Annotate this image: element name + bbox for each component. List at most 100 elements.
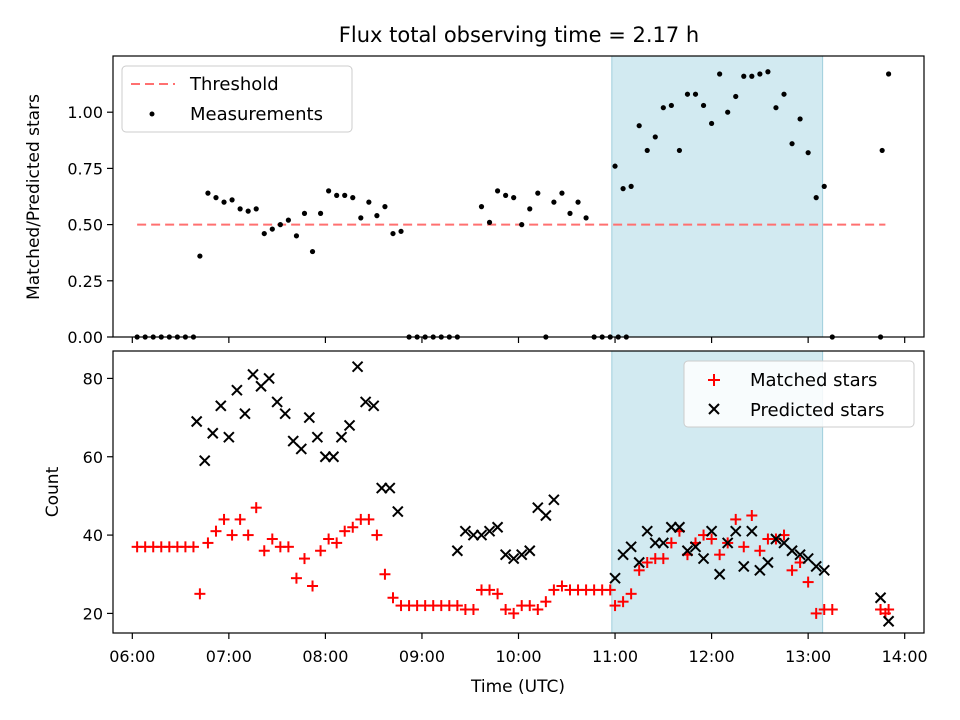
measurement-point (765, 69, 771, 75)
measurement-point (551, 199, 557, 205)
bottom-legend: Matched stars Predicted stars (683, 360, 915, 428)
matched-star-point (810, 607, 822, 619)
top-legend-box (121, 65, 353, 133)
predicted-star-point (483, 525, 496, 537)
y-tick-label: 0.25 (67, 272, 103, 291)
measurement-point (535, 190, 541, 196)
matched-star-point (331, 537, 343, 549)
predicted-star-stroke (746, 525, 758, 537)
predicted-star-point (697, 552, 710, 565)
top-x-ticks (131, 337, 906, 343)
matched-star-point (226, 529, 238, 541)
matched-star-point (347, 521, 359, 533)
predicted-star-point (231, 384, 243, 396)
measurement-point (253, 206, 259, 212)
measurement-point (583, 215, 589, 221)
x-tick-label: 08:00 (302, 647, 348, 666)
matched-star-point (802, 576, 814, 588)
measurement-point (708, 120, 715, 127)
predicted-star-stroke (247, 368, 259, 381)
measurement-point (725, 109, 731, 115)
predicted-star-point (207, 427, 219, 439)
predicted-star-stroke (657, 537, 670, 549)
predicted-star-stroke (721, 537, 734, 549)
measurement-point (261, 230, 267, 237)
predicted-star-stroke (311, 431, 324, 443)
legend-predicted-swatch (708, 403, 720, 415)
matched-star-point (665, 537, 677, 549)
measurement-point (366, 199, 372, 205)
predicted-star-stroke (532, 501, 544, 514)
predicted-star-stroke (673, 521, 686, 533)
predicted-star-point (239, 407, 251, 420)
predicted-star-point (794, 548, 806, 561)
matched-star-point (540, 596, 552, 608)
predicted-star-point (295, 443, 307, 455)
predicted-star-point (705, 525, 718, 537)
x-tick-label: 11:00 (592, 647, 638, 666)
matched-star-point (492, 588, 504, 600)
x-tick-label: 07:00 (206, 647, 252, 666)
matched-star-point (315, 545, 327, 557)
predicted-star-stroke (810, 560, 822, 573)
measurement-point (269, 226, 275, 232)
measurement-point (398, 228, 404, 234)
measurement-point (229, 197, 235, 203)
matched-star-point (730, 513, 742, 525)
matched-star-point (826, 604, 838, 615)
matched-star-point (218, 513, 230, 525)
predicted-star-stroke (713, 568, 726, 580)
measurement-point (797, 116, 803, 122)
measurement-point (692, 91, 699, 97)
measurement-point (197, 253, 203, 259)
predicted-star-stroke (475, 529, 488, 541)
measurement-point (503, 192, 509, 198)
predicted-star-point (190, 415, 203, 428)
measurement-points (134, 69, 892, 340)
measurement-point (326, 188, 332, 194)
measurement-point (350, 195, 356, 201)
measurement-point (285, 217, 291, 223)
measurement-point (660, 105, 666, 111)
legend-matched-label: Matched stars (750, 370, 877, 391)
measurement-point (575, 199, 581, 205)
measurement-point (741, 73, 747, 79)
x-tick-label: 13:00 (785, 647, 831, 666)
predicted-star-point (367, 400, 380, 412)
predicted-star-point (681, 545, 694, 557)
matched-star-point (657, 553, 669, 565)
bottom-y-axis-label: Count (43, 466, 63, 517)
measurement-point (652, 134, 658, 140)
predicted-star-point (247, 368, 259, 381)
measurement-point (620, 186, 626, 192)
predicted-star-point (392, 505, 404, 518)
predicted-star-stroke (335, 431, 348, 443)
matched-star-point (706, 533, 718, 545)
predicted-star-stroke (633, 556, 645, 569)
x-axis-label: Time (UTC) (470, 677, 565, 697)
predicted-star-stroke (786, 545, 798, 557)
measurement-point (559, 190, 565, 196)
measurement-point (309, 248, 316, 255)
predicted-star-stroke (705, 525, 718, 537)
predicted-star-point (199, 454, 211, 467)
y-tick-label: 60 (83, 448, 103, 467)
predicted-star-stroke (802, 552, 814, 565)
predicted-star-point (762, 556, 774, 569)
predicted-star-stroke (367, 400, 380, 412)
predicted-star-stroke (231, 384, 243, 396)
matched-star-point (532, 604, 544, 615)
matched-star-point (250, 502, 262, 514)
predicted-star-stroke (524, 545, 536, 557)
predicted-star-stroke (459, 525, 472, 537)
measurement-point (511, 195, 517, 201)
bottom-x-ticks: 06:00 07:00 08:00 09:00 10:00 11:00 12:00 13:00… (109, 633, 928, 666)
predicted-star-stroke (499, 548, 512, 561)
predicted-star-point (548, 494, 560, 506)
predicted-star-point (451, 545, 464, 557)
predicted-star-point (223, 431, 235, 443)
matched-star-point (266, 533, 278, 545)
predicted-star-stroke (540, 509, 552, 522)
matched-star-point (714, 549, 726, 561)
measurement-point (733, 93, 739, 100)
